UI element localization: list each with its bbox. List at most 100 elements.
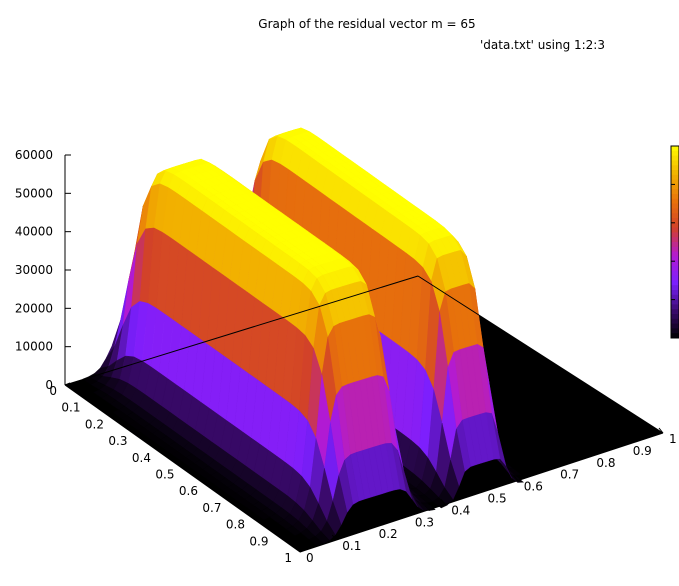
colorbox-band	[671, 290, 679, 296]
y-tick	[513, 475, 519, 481]
y-tick	[295, 546, 301, 553]
x-tick-label: 0.9	[249, 534, 268, 548]
y-tick-label: 0.6	[524, 480, 543, 494]
surface-facet	[308, 536, 324, 547]
back-axis-line	[417, 275, 664, 434]
colorbox-band	[671, 237, 679, 243]
surface-mesh	[82, 127, 525, 547]
z-tick-label: 20000	[15, 301, 53, 315]
x-tick	[182, 466, 188, 469]
z-tick-label: 50000	[15, 186, 53, 200]
colorbox-band	[671, 299, 679, 305]
y-tick-label: 0.8	[596, 456, 615, 470]
x-tick	[252, 516, 259, 520]
y-tick	[368, 522, 373, 529]
y-tick	[622, 439, 628, 446]
colorbox-band	[671, 203, 679, 209]
y-tick-label: 0.4	[451, 503, 470, 517]
colorbox-band	[671, 160, 679, 166]
x-tick-label: 0.8	[226, 518, 245, 532]
colorbox-band	[671, 179, 679, 185]
colorbox-band	[671, 266, 679, 272]
colorbox-band	[671, 318, 679, 325]
x-tick	[88, 399, 94, 403]
colorbox-band	[671, 333, 679, 339]
colorbox-band	[671, 261, 679, 267]
colorbox-band	[671, 155, 679, 161]
x-tick	[229, 499, 235, 503]
z-tick-label: 30000	[15, 263, 53, 277]
colorbox-band	[671, 232, 679, 238]
colorbox-band	[671, 184, 679, 190]
colorbox-band	[671, 285, 679, 291]
x-tick-label: 0.6	[179, 484, 198, 498]
y-tick-label: 0.2	[379, 527, 398, 541]
colorbox-band	[671, 198, 679, 205]
colorbox-band	[671, 323, 679, 329]
colorbox-band	[671, 218, 679, 224]
y-tick	[549, 463, 555, 470]
axes: 0 10000 20000 30000 40000 50000 60000 0 0.1 0.2 0.…	[15, 148, 677, 565]
x-tick	[64, 382, 71, 386]
colorbox-band	[671, 275, 679, 281]
colorbox-band	[671, 294, 679, 301]
y-tick	[477, 487, 482, 493]
x-tick	[111, 415, 118, 419]
colorbox-band	[671, 242, 679, 248]
colorbox-band	[671, 189, 679, 195]
y-tick-label: 0.5	[488, 492, 507, 506]
colorbox-band	[671, 314, 679, 320]
z-tick-label: 0	[45, 378, 53, 392]
y-tick-label: 1	[669, 432, 677, 446]
back-axis-line	[64, 275, 419, 386]
colorbox-band	[671, 213, 679, 219]
colorbox-band	[671, 208, 679, 214]
x-tick-label: 0.4	[132, 451, 151, 465]
colorbox-band	[671, 251, 679, 257]
colorbox-band	[671, 146, 679, 152]
y-tick	[404, 510, 410, 517]
colorbox-band	[671, 150, 679, 157]
colorbox-band	[671, 174, 679, 181]
colorbox-band	[671, 246, 679, 253]
colorbox-band	[671, 280, 679, 286]
colorbox-band	[671, 304, 679, 310]
x-tick-label: 0	[49, 384, 57, 398]
x-tick-label: 0.7	[202, 501, 221, 515]
y-tick	[586, 451, 591, 458]
y-tick	[331, 534, 337, 541]
x-tick-label: 0.2	[85, 417, 104, 431]
y-tick-label: 0.9	[633, 444, 652, 458]
x-tick	[158, 449, 165, 453]
colorbox-band	[671, 170, 679, 176]
x-tick	[135, 432, 141, 436]
z-tick-label: 40000	[15, 225, 53, 239]
z-tick-label: 10000	[15, 340, 53, 354]
y-tick	[440, 499, 446, 505]
x-tick	[276, 532, 282, 536]
x-tick	[299, 549, 306, 553]
colorbox-band	[671, 227, 679, 233]
z-tick-label: 60000	[15, 148, 53, 162]
colorbox-band	[671, 165, 679, 171]
chart-title: Graph of the residual vector m = 65	[258, 17, 475, 31]
x-tick-label: 0.3	[108, 434, 127, 448]
colorbox-band	[671, 256, 679, 262]
y-tick-label: 0	[306, 551, 314, 565]
colorbox-band	[671, 270, 679, 277]
y-tick	[658, 427, 664, 434]
legend-key-label: 'data.txt' using 1:2:3	[480, 38, 605, 52]
colorbox-band	[671, 328, 679, 334]
y-tick-label: 0.3	[415, 515, 434, 529]
y-tick-label: 0.7	[560, 468, 579, 482]
y-tick-label: 0.1	[342, 539, 361, 553]
x-tick	[205, 482, 212, 486]
color-box	[670, 145, 679, 339]
colorbox-band	[671, 194, 679, 200]
x-tick-label: 1	[284, 551, 292, 565]
x-tick-label: 0.1	[61, 401, 80, 415]
colorbox-band	[671, 222, 679, 229]
colorbox-band	[671, 309, 679, 315]
